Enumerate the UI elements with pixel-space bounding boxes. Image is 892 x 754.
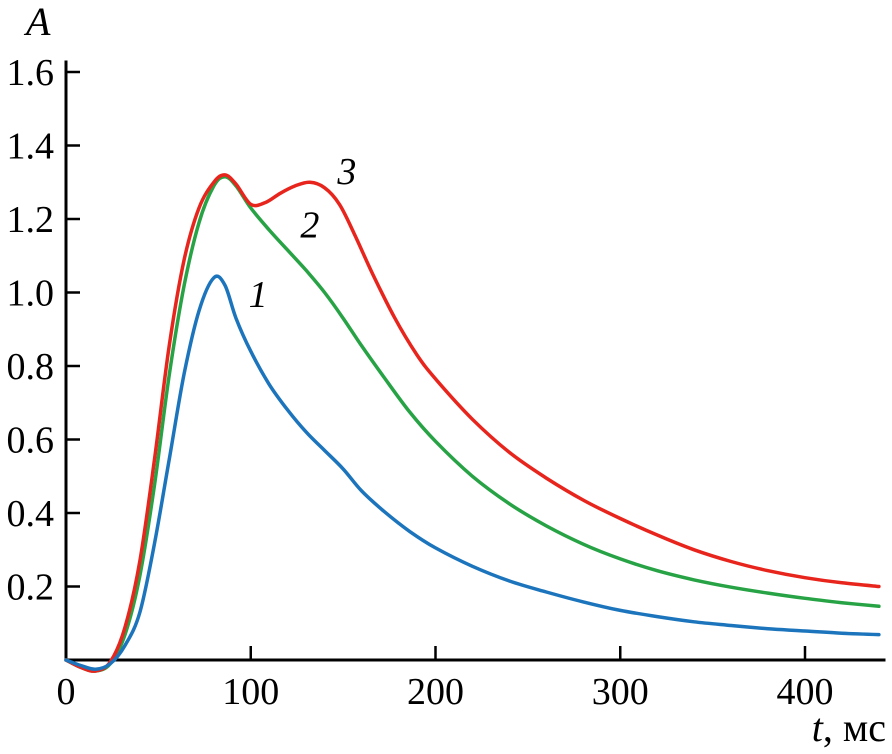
- curve-2-line: [64, 174, 881, 673]
- y-tick-label-1.2: 1.2: [7, 199, 55, 241]
- curve-1-line: [64, 274, 881, 671]
- curve-2-label: 2: [300, 204, 319, 246]
- x-tick-label-400: 400: [777, 671, 834, 713]
- y-tick-label-1.0: 1.0: [7, 273, 55, 315]
- x-tick-label-300: 300: [592, 671, 649, 713]
- x-tick-label-100: 100: [222, 671, 279, 713]
- y-tick-label-1.6: 1.6: [7, 52, 55, 94]
- curve-1-label: 1: [249, 274, 268, 316]
- y-tick-label-0.4: 0.4: [7, 493, 55, 535]
- curve-3-label: 3: [336, 151, 356, 193]
- y-tick-label-0.6: 0.6: [7, 420, 55, 462]
- x-tick-label-200: 200: [407, 671, 464, 713]
- x-axis-title-variable: t: [811, 705, 823, 750]
- x-tick-label-0: 0: [57, 671, 76, 713]
- x-axis-title-unit: , мс: [822, 705, 886, 750]
- y-tick-label-1.4: 1.4: [7, 126, 55, 168]
- y-axis-title: A: [26, 0, 51, 44]
- y-tick-label-0.8: 0.8: [7, 346, 55, 388]
- curve-3-line: [64, 173, 881, 673]
- x-axis-title: t, мс: [812, 708, 886, 748]
- y-tick-label-0.2: 0.2: [7, 567, 55, 609]
